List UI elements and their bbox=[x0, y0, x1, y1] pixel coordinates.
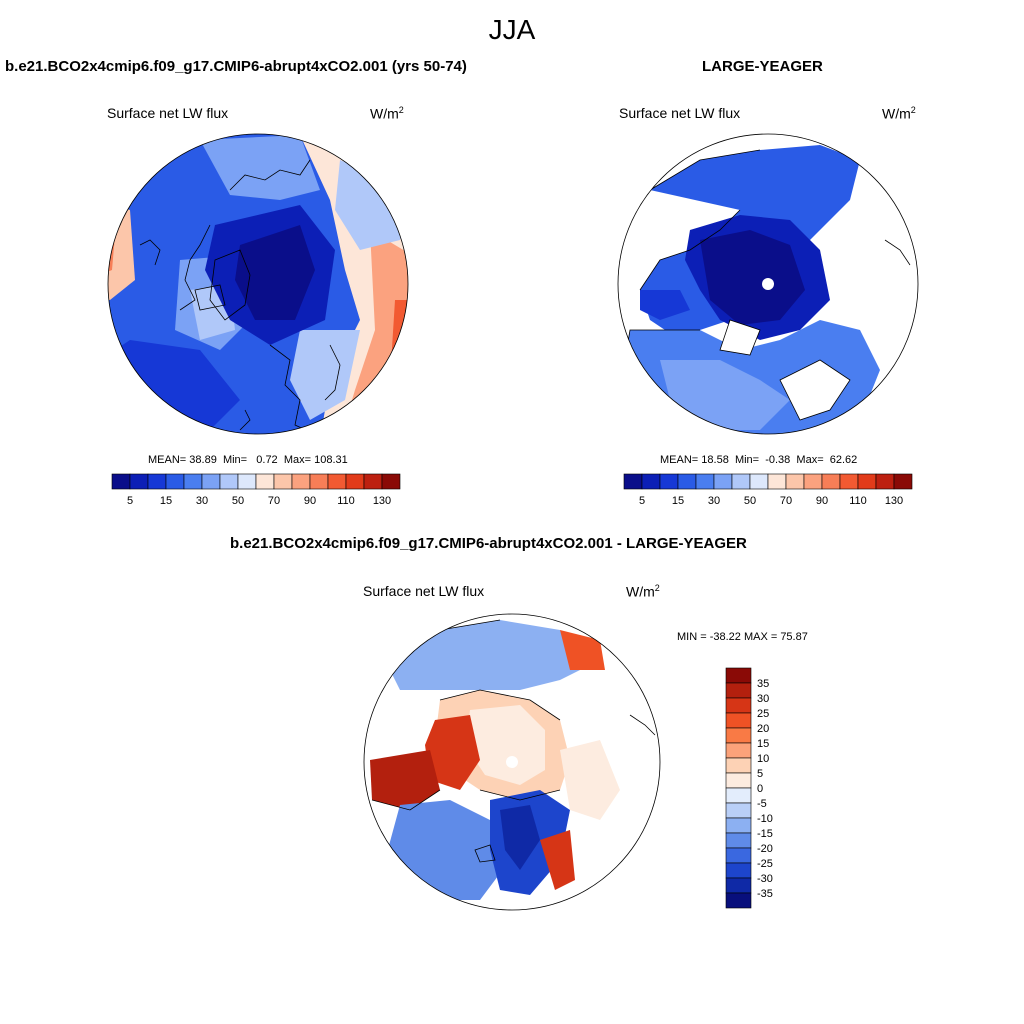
panel2-colorbar-swatch bbox=[623, 473, 643, 490]
panel1-colorbar-swatch bbox=[273, 473, 293, 490]
panel1-polar-map bbox=[107, 133, 409, 435]
diff-colorbar-swatch bbox=[725, 802, 752, 819]
panel1-colorbar-swatch bbox=[183, 473, 203, 490]
panel2-colorbar-swatch bbox=[821, 473, 841, 490]
panel2-colorbar: 5 15 30 50 70 90 110 130 bbox=[623, 473, 913, 507]
panel2-variable-label: Surface net LW flux bbox=[619, 105, 741, 121]
diff-colorbar-tick-label: -5 bbox=[757, 798, 767, 810]
panel2-colorbar-tick-label: 50 bbox=[744, 495, 756, 507]
diff-minmax: MIN = -38.22 MAX = 75.87 bbox=[677, 631, 808, 643]
panel1-colorbar-swatch bbox=[327, 473, 347, 490]
panel1-colorbar-swatch bbox=[201, 473, 221, 490]
season-title: JJA bbox=[488, 14, 536, 45]
panel1-colorbar-tick-label: 50 bbox=[232, 495, 244, 507]
diff-colorbar-tick-label: 5 bbox=[757, 768, 763, 780]
panel1-colorbar-swatch bbox=[345, 473, 365, 490]
panel1-colorbar-swatch bbox=[291, 473, 311, 490]
panel1-colorbar-swatch bbox=[363, 473, 383, 490]
panel1-colorbar-swatch bbox=[147, 473, 167, 490]
panel1-colorbar-swatch bbox=[255, 473, 275, 490]
panel2-stats: MEAN= 18.58 Min= -0.38 Max= 62.62 bbox=[660, 454, 858, 466]
panel2-colorbar-tick-label: 70 bbox=[780, 495, 792, 507]
diff-variable-label: Surface net LW flux bbox=[363, 583, 485, 599]
panel2-colorbar-swatch bbox=[785, 473, 805, 490]
panel2-colorbar-swatch bbox=[803, 473, 823, 490]
diff-colorbar-tick-label: 0 bbox=[757, 783, 763, 795]
panel2-colorbar-swatch bbox=[695, 473, 715, 490]
diff-colorbar-tick-label: -25 bbox=[757, 858, 773, 870]
diff-colorbar-tick-label: 25 bbox=[757, 708, 769, 720]
panel2-colorbar-swatch bbox=[713, 473, 733, 490]
diff-colorbar-swatch bbox=[725, 817, 752, 834]
panel1-case-title: b.e21.BCO2x4cmip6.f09_g17.CMIP6-abrupt4x… bbox=[5, 58, 467, 75]
panel2-colorbar-swatch bbox=[731, 473, 751, 490]
panel1-variable-label: Surface net LW flux bbox=[107, 105, 229, 121]
panel2-colorbar-swatch bbox=[893, 473, 913, 490]
panel1-colorbar-tick-label: 15 bbox=[160, 495, 172, 507]
diff-colorbar-swatch bbox=[725, 847, 752, 864]
diff-colorbar-swatch bbox=[725, 892, 752, 909]
diff-colorbar-swatch bbox=[725, 727, 752, 744]
panel1-colorbar-tick-label: 30 bbox=[196, 495, 208, 507]
panel1-colorbar: 5 15 30 50 70 90 110 130 bbox=[111, 473, 401, 507]
panel2-colorbar-swatch bbox=[659, 473, 679, 490]
panel2-colorbar-swatch bbox=[875, 473, 895, 490]
panel2-colorbar-tick-label: 90 bbox=[816, 495, 828, 507]
panel2-units-label: W/m2 bbox=[882, 105, 916, 122]
panel1-colorbar-tick-label: 130 bbox=[373, 495, 391, 507]
diff-colorbar-swatch bbox=[725, 832, 752, 849]
diff-colorbar-swatch bbox=[725, 877, 752, 894]
panel1-colorbar-swatch bbox=[129, 473, 149, 490]
panel2-colorbar-swatch bbox=[857, 473, 877, 490]
panel2-polar-map bbox=[617, 133, 919, 435]
diff-colorbar: 35 30 25 20 15 10 5 0 -5 -10 -15 -20 -25 -30 -35 bbox=[725, 667, 773, 909]
panel1-colorbar-swatch bbox=[381, 473, 401, 490]
panel2-colorbar-tick-label: 130 bbox=[885, 495, 903, 507]
diff-colorbar-tick-label: 15 bbox=[757, 738, 769, 750]
diff-colorbar-swatch bbox=[725, 697, 752, 714]
panel2-colorbar-swatch bbox=[641, 473, 661, 490]
diff-colorbar-swatch bbox=[725, 757, 752, 774]
panel1-units-label: W/m2 bbox=[370, 105, 404, 122]
panel1-colorbar-tick-label: 70 bbox=[268, 495, 280, 507]
panel2-colorbar-swatch bbox=[749, 473, 769, 490]
diff-colorbar-tick-label: -30 bbox=[757, 873, 773, 885]
panel2-colorbar-swatch bbox=[677, 473, 697, 490]
diff-colorbar-tick-label: 35 bbox=[757, 678, 769, 690]
panel2-colorbar-tick-label: 5 bbox=[639, 495, 645, 507]
diff-colorbar-swatch bbox=[725, 772, 752, 789]
diff-colorbar-tick-label: 10 bbox=[757, 753, 769, 765]
diff-colorbar-swatch bbox=[725, 862, 752, 879]
diff-colorbar-tick-label: -15 bbox=[757, 828, 773, 840]
panel2-case-title: LARGE-YEAGER bbox=[702, 58, 823, 75]
panel2-colorbar-tick-label: 110 bbox=[849, 495, 867, 507]
panel1-stats: MEAN= 38.89 Min= 0.72 Max= 108.31 bbox=[148, 454, 348, 466]
panel1-colorbar-swatch bbox=[237, 473, 257, 490]
diff-colorbar-swatch bbox=[725, 682, 752, 699]
panel1-colorbar-tick-label: 5 bbox=[127, 495, 133, 507]
diff-colorbar-swatch bbox=[725, 712, 752, 729]
panel1-colorbar-tick-label: 110 bbox=[337, 495, 355, 507]
panel1-colorbar-swatch bbox=[165, 473, 185, 490]
panel1-colorbar-swatch bbox=[111, 473, 131, 490]
panel2-colorbar-swatch bbox=[767, 473, 787, 490]
panel1-colorbar-swatch bbox=[309, 473, 329, 490]
diff-polar-map bbox=[363, 613, 661, 911]
panel1-colorbar-tick-label: 90 bbox=[304, 495, 316, 507]
diff-colorbar-swatch bbox=[725, 742, 752, 759]
diff-colorbar-tick-label: -10 bbox=[757, 813, 773, 825]
panel1-colorbar-swatch bbox=[219, 473, 239, 490]
diff-colorbar-tick-label: -35 bbox=[757, 888, 773, 900]
diff-colorbar-swatch bbox=[725, 787, 752, 804]
diff-colorbar-tick-label: 20 bbox=[757, 723, 769, 735]
diff-colorbar-tick-label: -20 bbox=[757, 843, 773, 855]
diff-case-title: b.e21.BCO2x4cmip6.f09_g17.CMIP6-abrupt4x… bbox=[230, 535, 747, 552]
diff-colorbar-tick-label: 30 bbox=[757, 693, 769, 705]
panel2-colorbar-swatch bbox=[839, 473, 859, 490]
panel2-colorbar-tick-label: 30 bbox=[708, 495, 720, 507]
diff-units-label: W/m2 bbox=[626, 583, 660, 600]
panel2-colorbar-tick-label: 15 bbox=[672, 495, 684, 507]
diff-colorbar-swatch bbox=[725, 667, 752, 684]
